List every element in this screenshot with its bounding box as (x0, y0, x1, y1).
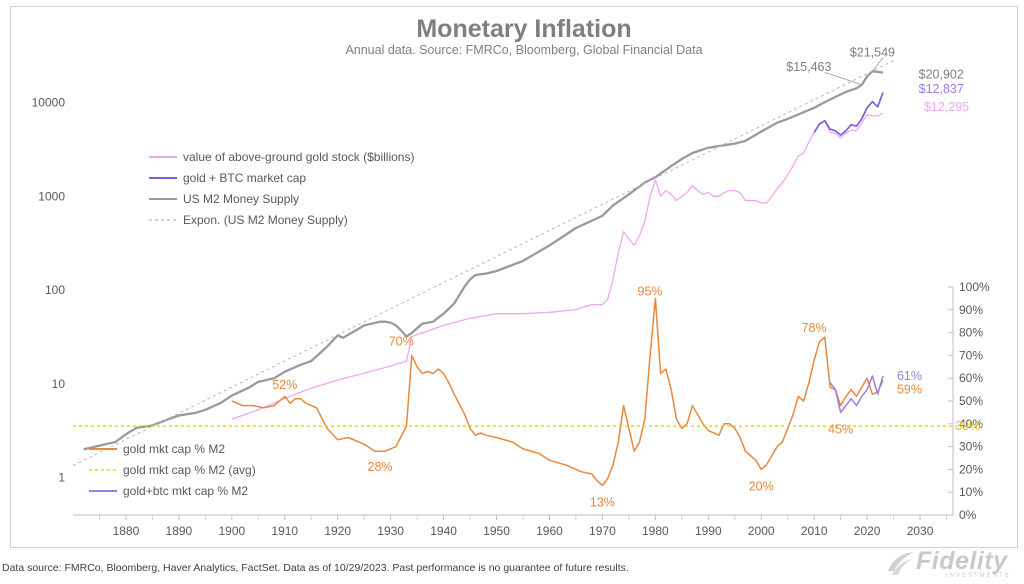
right-tick-label: 80% (959, 326, 983, 340)
x-tick-label: 1960 (536, 524, 563, 538)
left-tick-label: 1000 (38, 189, 65, 203)
series-line-us-m2-money-supply (83, 70, 884, 451)
data-label: 28% (368, 460, 393, 474)
axes: 1880 1890 1900 1910 1920 1930 1940 1950 1960 1970… (32, 96, 990, 538)
right-tick-label: 70% (959, 348, 983, 362)
legend: value of above-ground gold stock ($billi… (89, 150, 414, 498)
data-label: 70% (389, 335, 414, 349)
legend-label: gold mkt cap % M2 (123, 442, 225, 456)
legend-label: Expon. (US M2 Money Supply) (183, 213, 348, 227)
x-tick-label: 1970 (589, 524, 616, 538)
logo-wordmark: Fidelity (916, 547, 1008, 575)
right-tick-label: 60% (959, 371, 983, 385)
right-tick-label: 100% (959, 280, 990, 294)
data-label: $12,837 (919, 82, 964, 96)
x-tick-label: 2010 (801, 524, 828, 538)
right-tick-label: 40% (959, 417, 983, 431)
x-tick-label: 1930 (377, 524, 404, 538)
series-line-gold-mkt-cap-m2 (231, 297, 884, 487)
x-tick-label: 1900 (218, 524, 245, 538)
data-label: 78% (802, 321, 827, 335)
footer-source-note: Data source: FMRCo, Bloomberg, Haver Ana… (2, 562, 629, 574)
chart-title: Monetary Inflation (416, 15, 631, 43)
x-tick-label: 1920 (324, 524, 351, 538)
x-tick-label: 1990 (695, 524, 722, 538)
x-tick-label: 1950 (483, 524, 510, 538)
data-label: $20,902 (919, 67, 964, 81)
series-line-gold-btc-market-cap (813, 92, 884, 136)
data-label: 61% (897, 369, 922, 383)
series-line-expon-us-m2-money-supply (72, 60, 894, 466)
right-tick-label: 0% (959, 508, 977, 522)
data-label: 13% (590, 495, 615, 509)
right-tick-label: 20% (959, 462, 983, 476)
right-tick-label: 50% (959, 394, 983, 408)
x-tick-label: 1890 (166, 524, 193, 538)
leader-line (824, 71, 862, 86)
right-tick-label: 90% (959, 303, 983, 317)
legend-label: gold + BTC market cap (183, 171, 306, 185)
logo-tagline: INVESTMENTS (946, 573, 1011, 579)
annotations: $21,549 $15,463 $20,902$12,837 $12,295 52% 70… (272, 46, 980, 510)
left-tick-label: 1 (58, 471, 65, 485)
data-label: 52% (272, 378, 297, 392)
x-tick-label: 1910 (271, 524, 298, 538)
data-label: 20% (749, 480, 774, 494)
data-label: 59% (897, 383, 922, 397)
legend-label: gold mkt cap % M2 (avg) (123, 463, 256, 477)
data-label: 39% (955, 419, 980, 433)
left-tick-label: 10 (52, 377, 66, 391)
data-label: $21,549 (850, 46, 895, 60)
x-tick-label: 2030 (907, 524, 934, 538)
left-tick-label: 100 (45, 283, 65, 297)
data-label: 95% (638, 285, 663, 299)
left-tick-label: 10000 (32, 96, 66, 110)
x-tick-label: 2000 (748, 524, 775, 538)
series-line-gold-btc-mkt-cap-m2 (829, 375, 884, 414)
legend-label: US M2 Money Supply (183, 192, 299, 206)
data-label: $15,463 (786, 60, 831, 74)
data-label: $12,295 (924, 100, 969, 114)
right-tick-label: 10% (959, 485, 983, 499)
right-tick-label: 30% (959, 440, 983, 454)
x-tick-label: 2020 (854, 524, 881, 538)
chart-frame: Monetary Inflation Annual data. Source: … (10, 6, 1018, 548)
x-tick-label: 1940 (430, 524, 457, 538)
chart-subtitle: Annual data. Source: FMRCo, Bloomberg, G… (345, 43, 702, 57)
x-tick-label: 1880 (113, 524, 140, 538)
chart-canvas: Monetary Inflation Annual data. Source: … (32, 15, 990, 538)
x-tick-label: 1980 (642, 524, 669, 538)
data-label: 45% (828, 423, 853, 437)
legend-label: gold+btc mkt cap % M2 (123, 484, 248, 498)
legend-label: value of above-ground gold stock ($billi… (183, 150, 414, 164)
leader-line (872, 57, 884, 72)
fidelity-logo: Fidelity INVESTMENTS (884, 547, 1022, 579)
series-layer (72, 60, 958, 487)
logo-swoosh-icon (888, 552, 914, 575)
